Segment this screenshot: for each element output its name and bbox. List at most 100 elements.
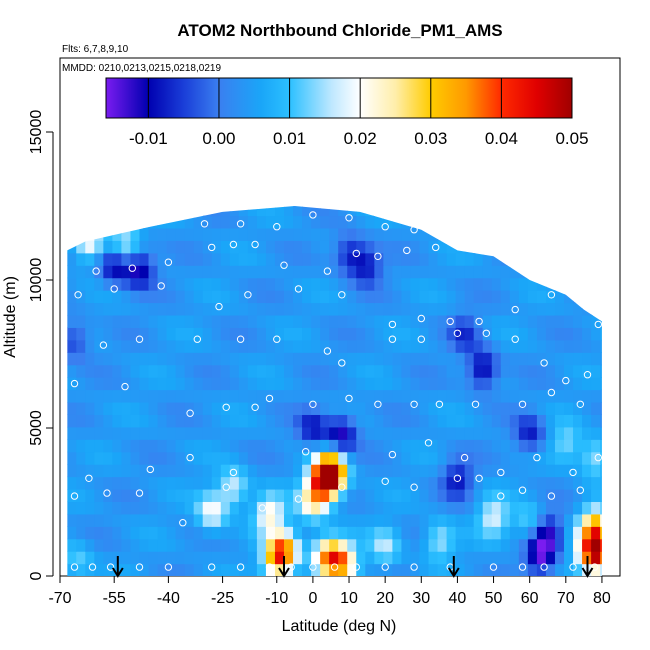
heatmap-cell xyxy=(365,327,375,341)
heatmap-cell xyxy=(274,352,285,366)
heatmap-cell xyxy=(356,206,366,217)
heatmap-cell xyxy=(347,227,357,241)
heatmap-cell xyxy=(464,401,475,415)
heatmap-cell xyxy=(139,240,150,254)
heatmap-cell xyxy=(121,389,132,403)
heatmap-cell xyxy=(67,215,77,229)
heatmap-cell xyxy=(293,314,303,328)
heatmap-cell xyxy=(103,551,113,565)
heatmap-cell xyxy=(482,265,493,279)
heatmap-cell xyxy=(591,476,601,490)
heatmap-cell xyxy=(148,206,159,217)
heatmap-cell xyxy=(401,526,412,540)
heatmap-cell xyxy=(554,240,565,254)
heatmap-cell xyxy=(455,451,466,465)
heatmap-cell xyxy=(464,551,475,565)
colorbar-tick-label: 0.04 xyxy=(485,129,518,148)
heatmap-cell xyxy=(536,277,547,291)
heatmap-cell xyxy=(302,439,312,453)
heatmap-cell xyxy=(419,464,430,478)
heatmap-cell xyxy=(365,538,375,552)
heatmap-cell xyxy=(247,302,258,316)
heatmap-cell xyxy=(356,488,366,503)
heatmap-cell xyxy=(410,339,421,353)
heatmap-cell xyxy=(455,339,466,353)
heatmap-cell xyxy=(401,563,412,576)
heatmap-cell xyxy=(202,364,213,378)
heatmap-cell xyxy=(536,426,547,440)
flight-point xyxy=(381,563,389,571)
heatmap-cell xyxy=(527,439,538,453)
sounding-arrow xyxy=(581,556,594,578)
heatmap-cell xyxy=(121,501,132,515)
heatmap-cell xyxy=(284,451,294,465)
heatmap-cell xyxy=(392,377,403,391)
heatmap-cell xyxy=(256,339,267,353)
heatmap-cell xyxy=(320,377,330,391)
heatmap-cell xyxy=(365,389,375,403)
heatmap-cell xyxy=(518,364,529,378)
heatmap-cell xyxy=(401,414,412,428)
flight-point xyxy=(403,246,411,255)
heatmap-cell xyxy=(85,290,95,304)
heatmap-cell xyxy=(410,414,421,428)
heatmap-cell xyxy=(220,476,231,490)
heatmap-cell xyxy=(274,265,285,279)
x-tick-label: 70 xyxy=(557,590,575,607)
heatmap-cell xyxy=(455,252,466,266)
heatmap-cell xyxy=(365,563,375,576)
heatmap-cell xyxy=(392,426,403,440)
heatmap-cell xyxy=(374,464,384,478)
heatmap-cell xyxy=(491,439,502,453)
heatmap-cell xyxy=(545,240,556,254)
heatmap-cell xyxy=(211,464,222,478)
flight-point xyxy=(381,477,389,485)
heatmap-cell xyxy=(554,227,565,241)
heatmap-cell xyxy=(464,302,475,316)
heatmap-cell xyxy=(591,339,601,353)
heatmap-cell xyxy=(536,339,547,353)
heatmap-cell xyxy=(247,464,258,478)
heatmap-cell xyxy=(374,215,384,229)
heatmap-cell xyxy=(464,206,475,217)
heatmap-cell xyxy=(184,227,195,241)
x-tick-label: 0 xyxy=(308,590,317,607)
heatmap-cell xyxy=(338,401,348,415)
heatmap-cell xyxy=(311,339,321,353)
heatmap-cell xyxy=(392,476,403,490)
heatmap-cell xyxy=(320,240,330,254)
heatmap-cell xyxy=(166,513,177,527)
heatmap-cell xyxy=(365,277,375,291)
heatmap-cell xyxy=(582,451,592,465)
flight-point xyxy=(345,214,353,222)
heatmap-cell xyxy=(284,339,294,353)
heatmap-cell xyxy=(274,240,285,254)
heatmap-cell xyxy=(247,314,258,328)
heatmap-cell xyxy=(518,389,529,403)
heatmap-cell xyxy=(591,352,601,366)
heatmap-cell xyxy=(455,302,466,316)
heatmap-cell xyxy=(67,327,77,341)
heatmap-cell xyxy=(157,364,168,378)
heatmap-cell xyxy=(482,501,493,515)
heatmap-cell xyxy=(238,538,249,552)
heatmap-cell xyxy=(582,327,592,341)
heatmap-cell xyxy=(401,488,412,503)
heatmap-cell xyxy=(573,364,583,378)
heatmap-cell xyxy=(365,501,375,515)
heatmap-cell xyxy=(256,414,267,428)
heatmap-cell xyxy=(229,513,240,527)
heatmap-cell xyxy=(67,377,77,391)
heatmap-cell xyxy=(419,327,430,341)
heatmap-cell xyxy=(464,352,475,366)
heatmap-cell xyxy=(157,563,168,576)
heatmap-cell xyxy=(482,377,493,391)
heatmap-cell xyxy=(211,439,222,453)
heatmap-cell xyxy=(419,206,430,217)
heatmap-cell xyxy=(600,538,602,552)
heatmap-cell xyxy=(256,377,267,391)
flight-point xyxy=(562,376,570,385)
heatmap-cell xyxy=(392,277,403,291)
heatmap-cell xyxy=(545,488,556,503)
heatmap-cell xyxy=(482,551,493,565)
